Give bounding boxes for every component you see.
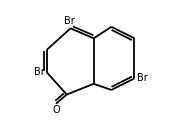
Text: Br: Br xyxy=(34,67,44,77)
Text: O: O xyxy=(52,105,60,115)
Text: Br: Br xyxy=(137,73,148,83)
Text: Br: Br xyxy=(64,16,75,26)
